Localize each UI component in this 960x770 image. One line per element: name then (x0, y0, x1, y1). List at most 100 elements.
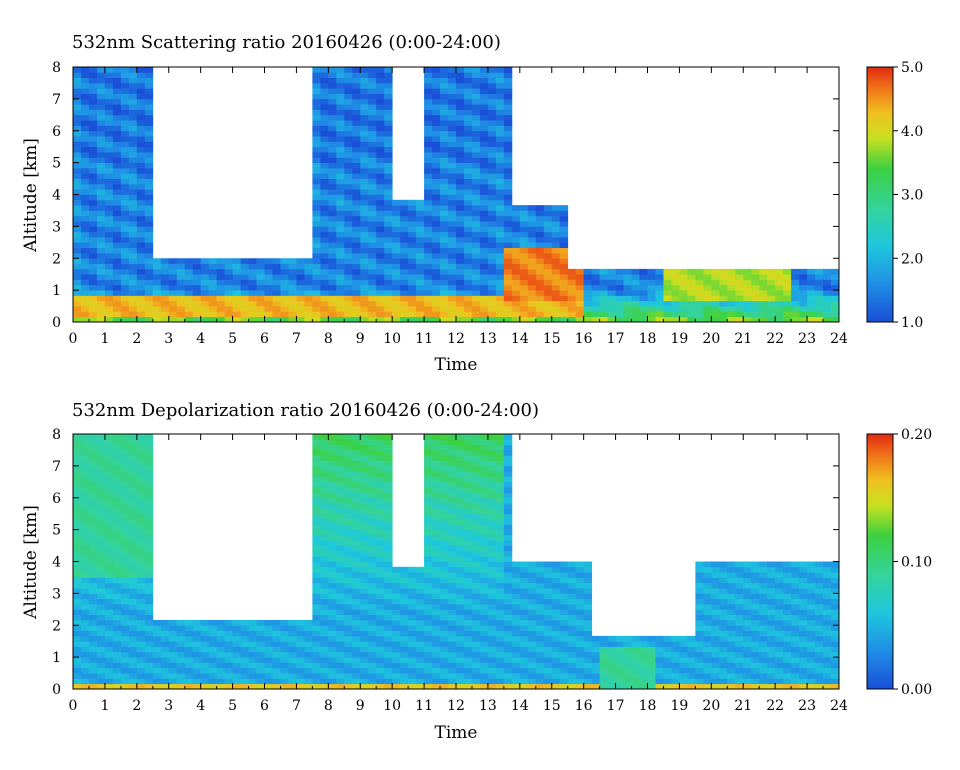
heatmap-cell (216, 306, 226, 312)
heatmap-cell (376, 258, 385, 264)
heatmap-cell (487, 481, 497, 488)
heatmap-cell (104, 300, 114, 307)
heatmap-cell (663, 306, 672, 312)
heatmap-cell (200, 300, 210, 307)
heatmap-cell (368, 604, 377, 610)
heatmap-cell (703, 572, 712, 578)
heatmap-cell (152, 274, 162, 280)
heatmap-cell (96, 593, 106, 600)
heatmap-cell (160, 306, 170, 312)
heatmap-cell (791, 598, 800, 605)
heatmap-cell (599, 274, 609, 280)
heatmap-cell (440, 609, 449, 616)
heatmap-cell (432, 72, 441, 79)
heatmap-cell (751, 651, 760, 658)
heatmap-cell (400, 614, 409, 621)
heatmap-cell (527, 577, 537, 584)
heatmap-cell (280, 290, 289, 296)
heatmap-cell (80, 439, 90, 446)
heatmap-cell (280, 683, 289, 690)
heatmap-cell (344, 673, 353, 679)
heatmap-cell (88, 221, 98, 227)
heatmap-cell (607, 300, 616, 307)
heatmap-cell (88, 604, 98, 610)
heatmap-cell (128, 295, 138, 302)
heatmap-cell (104, 205, 114, 211)
heatmap-cell (807, 316, 816, 323)
heatmap-cell (73, 460, 82, 467)
heatmap-cell (360, 604, 369, 610)
heatmap-cell (463, 572, 473, 578)
heatmap-cell (344, 316, 353, 323)
heatmap-cell (448, 434, 457, 440)
heatmap-cell (535, 572, 545, 578)
heatmap-cell (176, 279, 186, 286)
heatmap-cell (112, 67, 122, 73)
heatmap-cell (463, 98, 473, 105)
heatmap-cell (432, 226, 441, 233)
heatmap-cell (336, 77, 345, 84)
heatmap-cell (88, 588, 98, 594)
heatmap-cell (456, 284, 465, 291)
heatmap-cell (352, 444, 361, 451)
heatmap-cell (527, 582, 537, 589)
heatmap-cell (679, 284, 688, 291)
heatmap-cell (543, 604, 553, 610)
heatmap-cell (80, 109, 90, 116)
heatmap-cell (120, 582, 130, 589)
heatmap-cell (104, 673, 114, 679)
heatmap-cell (112, 593, 122, 600)
heatmap-cell (368, 460, 377, 467)
heatmap-cell (671, 279, 680, 286)
heatmap-cell (535, 252, 545, 259)
heatmap-cell (759, 588, 768, 594)
heatmap-cell (511, 284, 521, 291)
heatmap-cell (663, 651, 672, 658)
heatmap-cell (471, 268, 481, 275)
heatmap-cell (583, 651, 593, 658)
heatmap-cell (152, 311, 162, 318)
heatmap-cell (440, 588, 449, 594)
heatmap-cell (232, 641, 241, 647)
heatmap-cell (384, 306, 393, 312)
heatmap-cell (88, 657, 98, 663)
heatmap-cell (519, 226, 529, 233)
heatmap-cell (448, 114, 457, 121)
heatmap-cell (503, 183, 513, 190)
heatmap-cell (479, 529, 489, 536)
heatmap-cell (352, 513, 361, 520)
heatmap-cell (216, 683, 226, 690)
heatmap-cell (344, 465, 353, 472)
heatmap-cell (519, 210, 529, 217)
heatmap-cell (448, 487, 457, 493)
heatmap-cell (376, 465, 385, 472)
heatmap-cell (463, 625, 473, 631)
heatmap-cell (400, 673, 409, 679)
heatmap-cell (456, 476, 465, 483)
heatmap-cell (511, 258, 521, 264)
heatmap-cell (208, 268, 218, 275)
heatmap-cell (376, 237, 385, 243)
heatmap-cell (336, 582, 345, 589)
heatmap-cell (73, 593, 82, 600)
heatmap-cell (336, 678, 345, 685)
heatmap-cell (136, 93, 146, 100)
heatmap-cell (775, 657, 784, 663)
heatmap-cell (432, 199, 441, 206)
heatmap-cell (503, 439, 513, 446)
heatmap-cell (320, 683, 329, 690)
heatmap-cell (224, 279, 233, 286)
heatmap-cell (272, 268, 281, 275)
heatmap-cell (104, 503, 114, 509)
heatmap-cell (312, 274, 321, 280)
heatmap-cell (479, 503, 489, 509)
heatmap-cell (567, 561, 577, 568)
heatmap-cell (320, 82, 329, 89)
heatmap-cell (535, 274, 545, 280)
heatmap-cell (456, 290, 465, 296)
heatmap-cell (224, 657, 233, 663)
heatmap-cell (448, 72, 457, 79)
heatmap-cell (471, 258, 481, 264)
heatmap-cell (328, 646, 337, 653)
heatmap-cell (799, 316, 808, 323)
